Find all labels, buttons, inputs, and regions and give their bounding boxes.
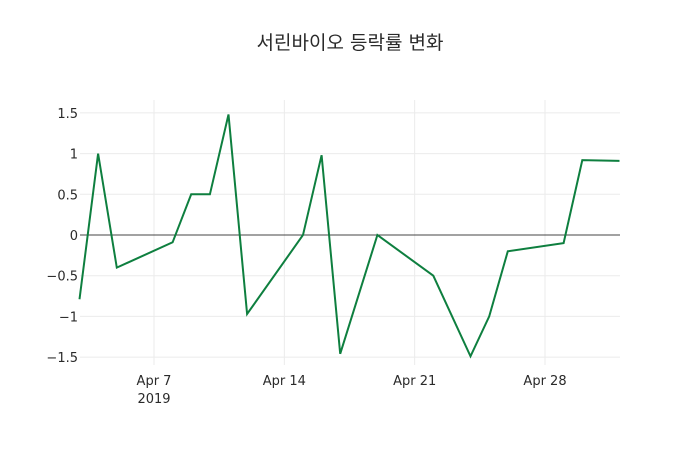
y-tick-label: 0.5 <box>57 188 78 203</box>
y-tick-label: −0.5 <box>46 270 78 285</box>
x-tick-label: Apr 7 <box>137 374 172 389</box>
y-tick-label: −1.5 <box>46 351 78 366</box>
y-tick-label: 1.5 <box>57 107 78 122</box>
x-tick-label: Apr 21 <box>393 374 436 389</box>
y-tick-label: −1 <box>59 310 78 325</box>
x-tick-label: Apr 28 <box>523 374 566 389</box>
gridlines <box>80 100 620 365</box>
series-line[interactable] <box>78 114 620 359</box>
y-tick-label: 1 <box>70 148 78 163</box>
x-tick-label: Apr 14 <box>263 374 306 389</box>
y-axis-ticks: 1.5 1 0.5 0 −0.5 −1 −1.5 <box>46 107 78 366</box>
chart-title: 서린바이오 등락률 변화 <box>257 32 444 54</box>
x-axis-ticks: Apr 7 2019 Apr 14 Apr 21 Apr 28 <box>137 374 567 407</box>
y-tick-label: 0 <box>70 229 78 244</box>
x-tick-year-label: 2019 <box>137 392 170 407</box>
